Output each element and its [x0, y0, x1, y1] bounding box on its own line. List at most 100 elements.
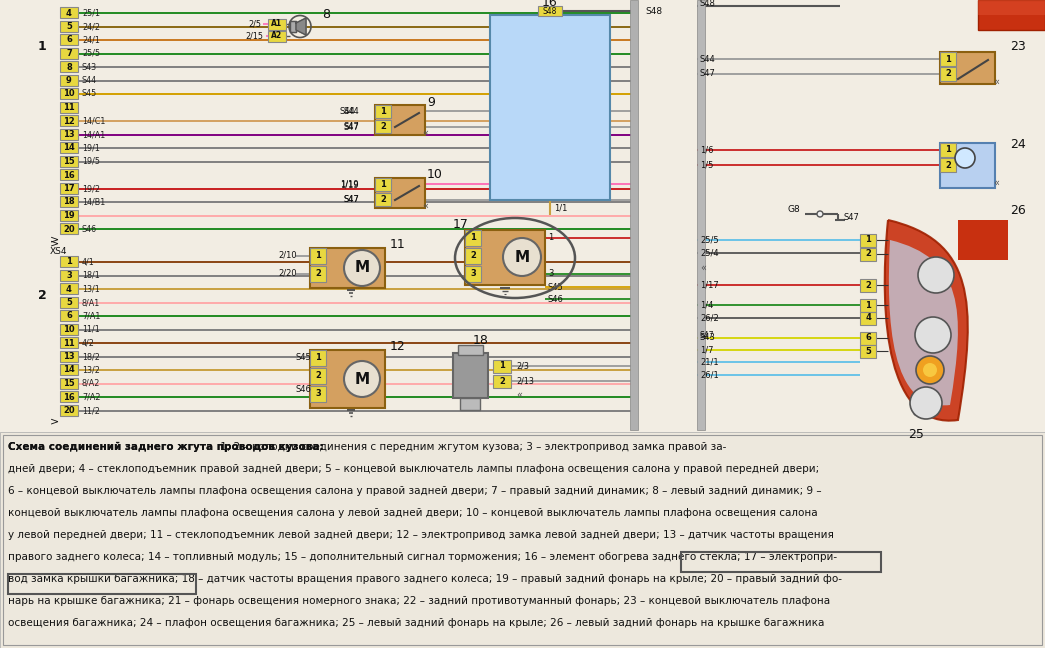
Bar: [60, 47, 78, 58]
Text: 1/1: 1/1: [554, 203, 567, 213]
Text: «: «: [422, 128, 428, 138]
Text: 21/1: 21/1: [700, 358, 719, 367]
Text: S45: S45: [548, 283, 563, 292]
Text: M: M: [354, 260, 370, 275]
Text: 16: 16: [63, 170, 75, 179]
Bar: [940, 143, 995, 188]
Bar: [60, 209, 78, 220]
Bar: [60, 115, 78, 126]
Text: 8/A1: 8/A1: [82, 298, 100, 307]
Bar: [60, 337, 78, 348]
Text: M: M: [354, 371, 370, 386]
Text: 11: 11: [63, 338, 75, 347]
Bar: [60, 283, 78, 294]
Circle shape: [923, 363, 937, 377]
Text: >: >: [50, 238, 60, 248]
Text: «: «: [993, 77, 999, 87]
Text: «: «: [993, 178, 999, 188]
Bar: [60, 364, 78, 375]
Text: 6: 6: [865, 334, 870, 343]
Circle shape: [910, 387, 942, 419]
Text: 2/13: 2/13: [516, 376, 534, 386]
Text: у левой передней двери; 11 – стеклоподъемник левой задней двери; 12 – электропри: у левой передней двери; 11 – стеклоподъе…: [8, 530, 834, 540]
Circle shape: [817, 211, 823, 217]
Text: 5: 5: [865, 347, 870, 356]
Text: 2: 2: [380, 122, 386, 131]
Bar: [310, 350, 326, 366]
Text: 11/1: 11/1: [82, 325, 99, 334]
Text: 25/1: 25/1: [82, 8, 100, 17]
Text: 2/3: 2/3: [516, 362, 529, 371]
Text: 3: 3: [316, 389, 321, 399]
Bar: [310, 266, 326, 282]
Bar: [60, 297, 78, 308]
Text: 14/A1: 14/A1: [82, 130, 106, 139]
Bar: [310, 368, 326, 384]
Text: 1/7: 1/7: [700, 345, 714, 354]
Text: 11: 11: [63, 103, 75, 112]
Polygon shape: [296, 18, 306, 35]
Circle shape: [955, 148, 975, 168]
Bar: [60, 256, 78, 267]
Bar: [60, 142, 78, 153]
Text: Схема соединений заднего жгута проводов кузова:: Схема соединений заднего жгута проводов …: [8, 442, 324, 452]
Text: 2: 2: [945, 69, 951, 78]
PathPatch shape: [885, 220, 968, 421]
Text: 8/A2: 8/A2: [82, 379, 100, 388]
Text: 14: 14: [63, 143, 75, 152]
Text: 2/15: 2/15: [245, 32, 263, 40]
Bar: [60, 196, 78, 207]
Text: S43: S43: [82, 62, 97, 71]
Bar: [60, 270, 78, 281]
Text: S46: S46: [548, 294, 564, 303]
Text: 7/A1: 7/A1: [82, 312, 100, 321]
Text: S48: S48: [645, 6, 663, 16]
Text: 12: 12: [390, 340, 405, 353]
Text: 20: 20: [63, 224, 75, 233]
Text: 15: 15: [63, 379, 75, 388]
Text: 1/17: 1/17: [700, 281, 719, 290]
Bar: [940, 158, 956, 172]
Text: S44: S44: [82, 76, 97, 85]
Text: 4: 4: [66, 284, 72, 294]
Text: G8: G8: [787, 205, 799, 214]
Bar: [60, 75, 78, 86]
Text: S47: S47: [343, 195, 358, 204]
Text: 3: 3: [548, 270, 554, 279]
Text: 10: 10: [63, 89, 75, 98]
Bar: [465, 230, 545, 285]
Text: 25/5: 25/5: [82, 49, 100, 58]
Text: 1/5: 1/5: [700, 161, 714, 170]
Text: >: >: [50, 416, 60, 426]
Bar: [375, 178, 425, 208]
Bar: [465, 266, 481, 282]
Text: 1: 1: [315, 251, 321, 260]
Text: S46: S46: [82, 224, 97, 233]
Text: 18: 18: [63, 198, 75, 207]
Text: 1: 1: [66, 257, 72, 266]
Text: 1: 1: [865, 301, 870, 310]
Text: 19/1: 19/1: [82, 143, 100, 152]
Text: 26/1: 26/1: [700, 371, 719, 380]
Bar: [310, 248, 326, 264]
Bar: [60, 323, 78, 334]
Text: 23: 23: [1011, 40, 1026, 54]
Text: 15: 15: [63, 157, 75, 166]
Text: S47: S47: [343, 122, 358, 132]
Text: 8: 8: [66, 62, 72, 71]
Text: 4: 4: [66, 8, 72, 17]
Bar: [860, 279, 876, 292]
Text: 19/5: 19/5: [82, 157, 100, 166]
Bar: [60, 128, 78, 139]
Bar: [60, 351, 78, 362]
Text: 3: 3: [470, 270, 475, 279]
Bar: [375, 105, 391, 118]
Text: 1/4: 1/4: [700, 301, 714, 310]
Text: 6: 6: [66, 312, 72, 321]
Bar: [860, 345, 876, 358]
Bar: [268, 19, 286, 30]
Text: 2/20: 2/20: [278, 268, 297, 277]
Bar: [268, 31, 286, 42]
Text: S48: S48: [542, 6, 557, 16]
Text: S47: S47: [700, 69, 716, 78]
